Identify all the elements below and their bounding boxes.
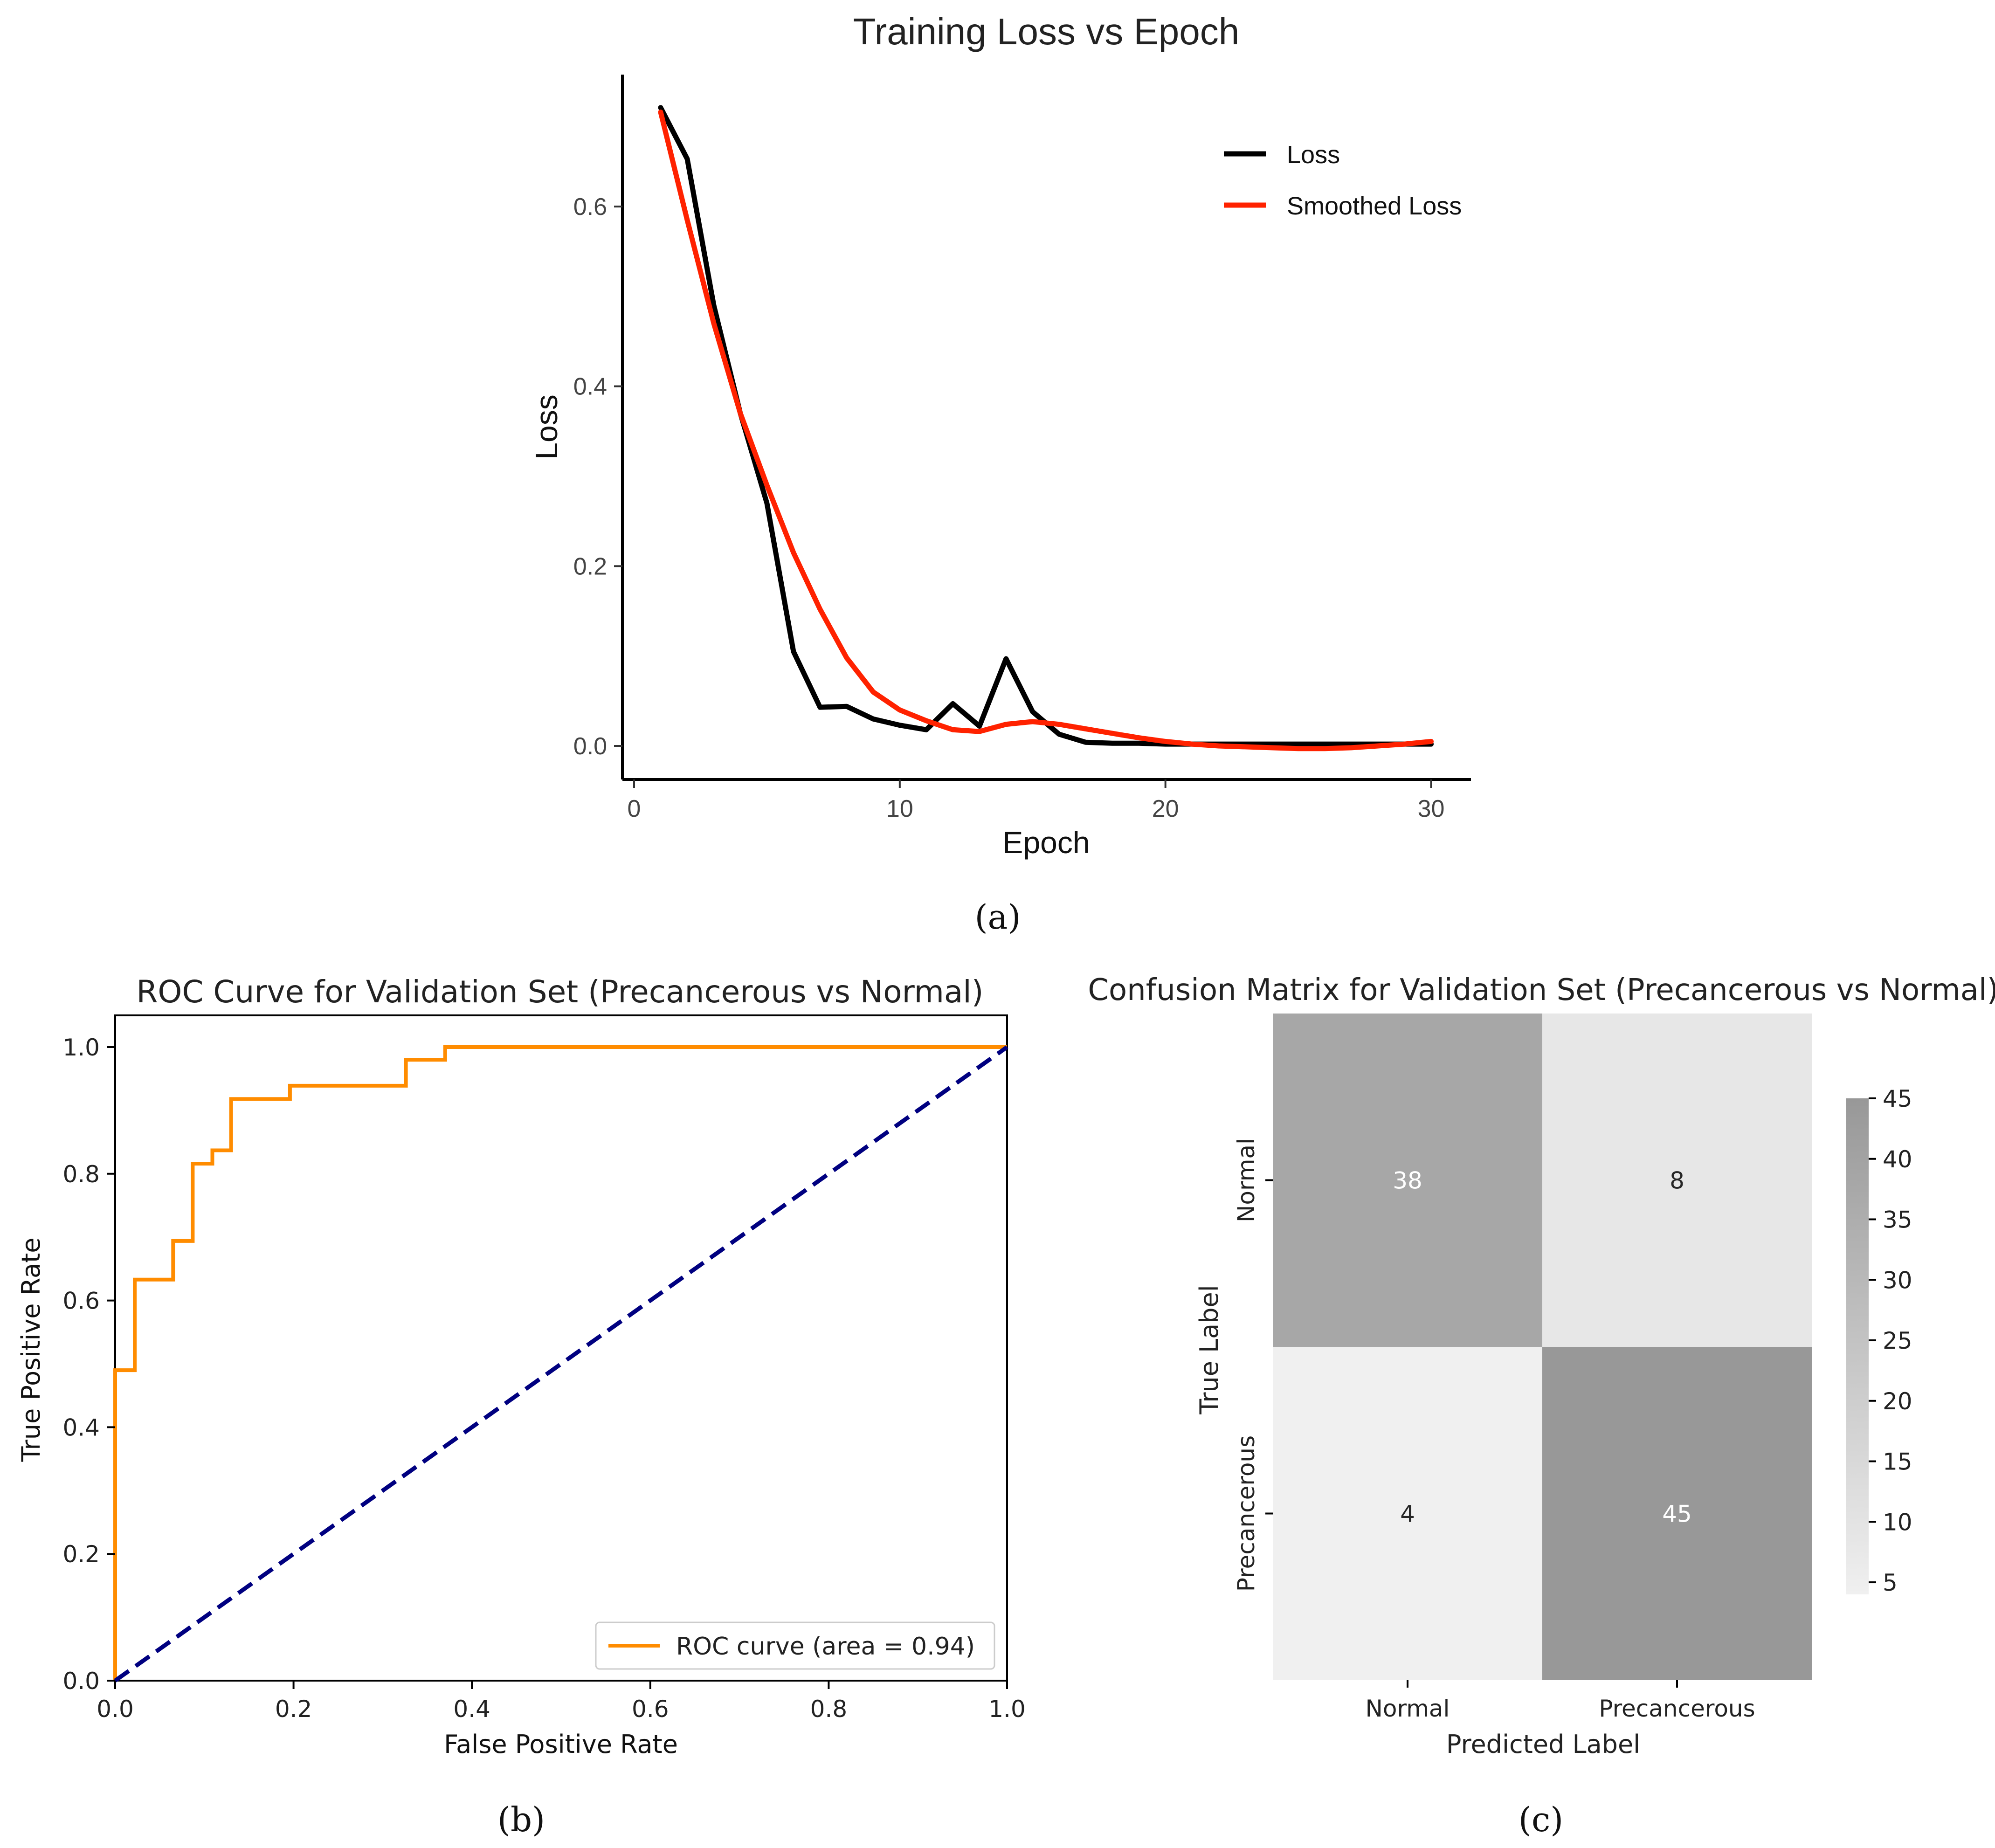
cm-x-tick-label: Normal xyxy=(1366,1695,1450,1722)
panel-label-b: (b) xyxy=(497,1800,545,1839)
roc-legend: ROC curve (area = 0.94) xyxy=(595,1621,995,1670)
cm-cell-value: 45 xyxy=(1662,1501,1692,1528)
panel-label-c: (c) xyxy=(1519,1800,1564,1839)
roc-curve-line xyxy=(113,1045,1007,1681)
roc-x-tick-label: 0.2 xyxy=(275,1696,312,1723)
roc-x-tick-label: 0.0 xyxy=(97,1696,134,1723)
cm-y-axis-label: True Label xyxy=(1194,1285,1224,1415)
roc-chart: ROC Curve for Validation Set (Precancero… xyxy=(16,974,1026,1759)
cm-x-tick-label: Precancerous xyxy=(1599,1695,1755,1722)
roc-chance-line xyxy=(114,1045,1008,1683)
loss-chart: Training Loss vs Epoch 0 10 20 30 0.0 0.2 0.4 0… xyxy=(529,11,1471,860)
roc-y-tick-label: 0.8 xyxy=(62,1161,100,1188)
smoothed-loss-line xyxy=(658,110,1434,752)
roc-y-tick-label: 0.0 xyxy=(62,1668,100,1695)
cm-colorbar-tick-label: 40 xyxy=(1883,1146,1912,1173)
cm-colorbar-tick-label: 35 xyxy=(1883,1207,1912,1234)
panel-label-a: (a) xyxy=(974,897,1021,937)
cm-cell xyxy=(1542,1014,1812,1347)
cm-cell-value: 38 xyxy=(1393,1167,1422,1194)
loss-x-tick-label: 30 xyxy=(1418,795,1445,822)
roc-x-tick-label: 0.8 xyxy=(810,1696,848,1723)
loss-y-axis-label: Loss xyxy=(529,394,564,459)
cm-colorbar-tick-label: 5 xyxy=(1883,1569,1898,1596)
roc-legend-label: ROC curve (area = 0.94) xyxy=(676,1633,975,1661)
loss-x-axis-label: Epoch xyxy=(1002,825,1090,860)
cm-colorbar-tick-label: 10 xyxy=(1883,1509,1912,1536)
confusion-matrix: Confusion Matrix for Validation Set (Pre… xyxy=(1088,973,1995,1759)
loss-y-tick-label: 0.4 xyxy=(573,373,607,400)
roc-x-tick-label: 1.0 xyxy=(988,1696,1026,1723)
cm-colorbar-tick-label: 30 xyxy=(1883,1267,1912,1294)
loss-legend: Loss Smoothed Loss xyxy=(1224,141,1462,220)
loss-y-tick-label: 0.0 xyxy=(573,733,607,760)
cm-colorbar-tick-label: 15 xyxy=(1883,1448,1912,1476)
smoothed-loss-legend-label: Smoothed Loss xyxy=(1287,192,1462,220)
loss-chart-title: Training Loss vs Epoch xyxy=(853,11,1240,52)
cm-colorbar-tick-label: 25 xyxy=(1883,1327,1912,1354)
loss-x-tick-label: 0 xyxy=(628,795,641,822)
cm-cell-value: 8 xyxy=(1670,1167,1684,1194)
cm-y-tick-label: Normal xyxy=(1233,1138,1260,1222)
roc-x-tick-label: 0.6 xyxy=(632,1696,669,1723)
roc-y-axis-label: True Positive Rate xyxy=(16,1237,46,1462)
roc-x-tick-label: 0.4 xyxy=(453,1696,490,1723)
cm-cell-value: 4 xyxy=(1400,1501,1415,1528)
loss-x-tick-label: 20 xyxy=(1152,795,1179,822)
loss-legend-label: Loss xyxy=(1287,141,1340,169)
roc-legend-box xyxy=(595,1621,995,1670)
loss-y-tick-label: 0.2 xyxy=(573,553,607,580)
cm-colorbar xyxy=(1846,1098,1869,1594)
roc-x-axis-label: False Positive Rate xyxy=(444,1730,678,1759)
cm-x-axis-label: Predicted Label xyxy=(1446,1730,1640,1759)
loss-x-tick-label: 10 xyxy=(886,795,913,822)
roc-y-tick-label: 0.2 xyxy=(62,1541,100,1568)
cm-colorbar-tick-label: 20 xyxy=(1883,1388,1912,1415)
roc-y-tick-label: 0.6 xyxy=(62,1288,100,1315)
cm-y-tick-label: Precancerous xyxy=(1233,1435,1260,1592)
cm-cell xyxy=(1542,1347,1812,1680)
roc-y-tick-label: 0.4 xyxy=(62,1414,100,1441)
confusion-matrix-title: Confusion Matrix for Validation Set (Pre… xyxy=(1088,973,1995,1007)
cm-cell xyxy=(1273,1014,1542,1347)
roc-plot-frame xyxy=(114,1014,1008,1682)
cm-cell xyxy=(1273,1347,1542,1680)
roc-chart-title: ROC Curve for Validation Set (Precancero… xyxy=(137,974,984,1010)
cm-colorbar-tick-label: 45 xyxy=(1883,1085,1912,1112)
roc-y-tick-label: 1.0 xyxy=(62,1034,100,1061)
loss-y-tick-label: 0.6 xyxy=(573,193,607,221)
